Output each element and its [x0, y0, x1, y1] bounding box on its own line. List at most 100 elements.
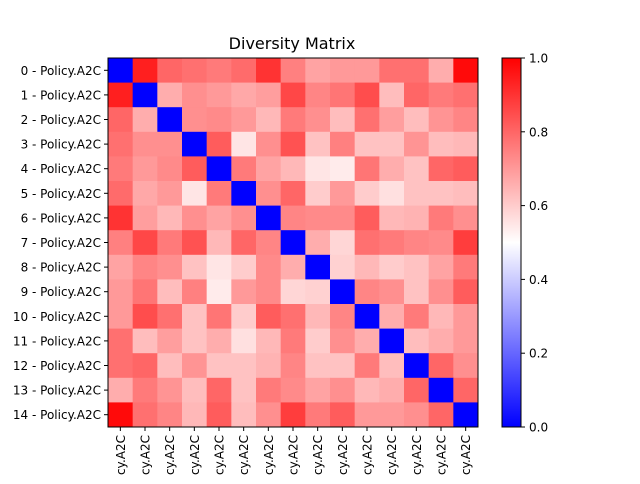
- heatmap-cell-3-4: [206, 131, 232, 157]
- heatmap-cell-9-9: [330, 279, 356, 305]
- heatmap-cell-10-11: [379, 304, 405, 329]
- heatmap-cell-3-8: [305, 131, 331, 157]
- heatmap-cell-10-9: [330, 304, 356, 329]
- colorbar-tick-label-2: 0.4: [529, 273, 548, 287]
- heatmap-cell-11-5: [231, 328, 257, 354]
- heatmap-cell-10-12: [404, 304, 430, 329]
- heatmap-cell-14-11: [379, 402, 405, 428]
- heatmap-cell-8-2: [157, 254, 183, 280]
- heatmap-cell-4-0: [108, 156, 134, 182]
- heatmap-cell-2-10: [354, 107, 380, 133]
- heatmap-cell-3-14: [453, 131, 479, 157]
- heatmap-cell-9-4: [206, 279, 232, 305]
- heatmap-cell-5-10: [354, 181, 380, 206]
- heatmap-cell-11-10: [354, 328, 380, 354]
- heatmap-cell-13-14: [453, 377, 479, 403]
- colorbar-tick-label-5: 1.0: [529, 52, 548, 66]
- heatmap-cell-13-5: [231, 377, 257, 403]
- heatmap-cell-2-1: [132, 107, 158, 133]
- heatmap-cell-5-2: [157, 181, 183, 206]
- heatmap-cell-0-3: [182, 58, 208, 83]
- heatmap-cell-7-9: [330, 230, 356, 256]
- row-label-10: 10 - Policy.A2C: [13, 310, 101, 324]
- heatmap-cell-0-4: [206, 58, 232, 83]
- heatmap-cell-7-0: [108, 230, 134, 256]
- heatmap-cell-3-0: [108, 131, 134, 157]
- heatmap-cell-10-13: [428, 304, 454, 329]
- heatmap-cell-7-5: [231, 230, 257, 256]
- heatmap-cell-8-10: [354, 254, 380, 280]
- heatmap-cell-12-11: [379, 353, 405, 379]
- heatmap-cell-4-9: [330, 156, 356, 182]
- heatmap-cell-12-5: [231, 353, 257, 379]
- col-label-1: cy.A2C: [139, 435, 153, 475]
- heatmap-cell-14-12: [404, 402, 430, 428]
- row-label-9: 9 - Policy.A2C: [21, 285, 101, 299]
- heatmap-cell-3-7: [280, 131, 306, 157]
- colorbar: [501, 57, 522, 428]
- col-label-2: cy.A2C: [163, 435, 177, 475]
- heatmap-cells: [108, 58, 479, 428]
- heatmap-cell-5-8: [305, 181, 331, 206]
- heatmap-cell-8-11: [379, 254, 405, 280]
- heatmap-cell-3-6: [256, 131, 282, 157]
- colorbar-tick-label-1: 0.2: [529, 347, 548, 361]
- heatmap-cell-7-14: [453, 230, 479, 256]
- row-label-1: 1 - Policy.A2C: [21, 88, 101, 102]
- col-label-0: cy.A2C: [114, 435, 128, 475]
- heatmap-cell-14-6: [256, 402, 282, 428]
- heatmap-cell-7-3: [182, 230, 208, 256]
- heatmap-cell-4-4: [206, 156, 232, 182]
- heatmap-cell-13-4: [206, 377, 232, 403]
- heatmap-cell-13-7: [280, 377, 306, 403]
- heatmap-cell-8-12: [404, 254, 430, 280]
- heatmap-cell-11-9: [330, 328, 356, 354]
- heatmap-cell-2-13: [428, 107, 454, 133]
- heatmap-cell-11-2: [157, 328, 183, 354]
- heatmap-cell-12-14: [453, 353, 479, 379]
- heatmap-cell-6-6: [256, 205, 282, 231]
- row-label-5: 5 - Policy.A2C: [21, 187, 101, 201]
- col-label-8: cy.A2C: [311, 435, 325, 475]
- heatmap-cell-4-13: [428, 156, 454, 182]
- heatmap-cell-1-8: [305, 82, 331, 108]
- heatmap-cell-9-8: [305, 279, 331, 305]
- heatmap-cell-14-2: [157, 402, 183, 428]
- col-label-12: cy.A2C: [410, 435, 424, 475]
- heatmap-cell-5-4: [206, 181, 232, 206]
- heatmap-cell-9-12: [404, 279, 430, 305]
- heatmap-cell-10-7: [280, 304, 306, 329]
- heatmap-cell-0-11: [379, 58, 405, 83]
- heatmap-cell-4-14: [453, 156, 479, 182]
- heatmap-cell-9-7: [280, 279, 306, 305]
- row-label-4: 4 - Policy.A2C: [21, 162, 101, 176]
- heatmap-cell-11-4: [206, 328, 232, 354]
- heatmap-cell-5-9: [330, 181, 356, 206]
- heatmap-cell-7-11: [379, 230, 405, 256]
- heatmap-cell-2-12: [404, 107, 430, 133]
- heatmap-cell-5-5: [231, 181, 257, 206]
- heatmap-cell-2-6: [256, 107, 282, 133]
- heatmap-cell-13-12: [404, 377, 430, 403]
- heatmap-cell-4-2: [157, 156, 183, 182]
- colorbar-tick-label-3: 0.6: [529, 199, 548, 213]
- heatmap-cell-14-1: [132, 402, 158, 428]
- heatmap-cell-6-12: [404, 205, 430, 231]
- heatmap-cell-6-8: [305, 205, 331, 231]
- heatmap-cell-10-8: [305, 304, 331, 329]
- heatmap-cell-1-1: [132, 82, 158, 108]
- heatmap-cell-5-7: [280, 181, 306, 206]
- row-label-14: 14 - Policy.A2C: [13, 408, 101, 422]
- heatmap-cell-4-10: [354, 156, 380, 182]
- heatmap-cell-0-12: [404, 58, 430, 83]
- heatmap-cell-11-12: [404, 328, 430, 354]
- heatmap-cell-12-6: [256, 353, 282, 379]
- heatmap-cell-4-11: [379, 156, 405, 182]
- row-label-7: 7 - Policy.A2C: [21, 236, 101, 250]
- heatmap-cell-11-0: [108, 328, 134, 354]
- heatmap-cell-5-12: [404, 181, 430, 206]
- heatmap-cell-4-8: [305, 156, 331, 182]
- col-label-4: cy.A2C: [213, 435, 227, 475]
- heatmap-cell-6-13: [428, 205, 454, 231]
